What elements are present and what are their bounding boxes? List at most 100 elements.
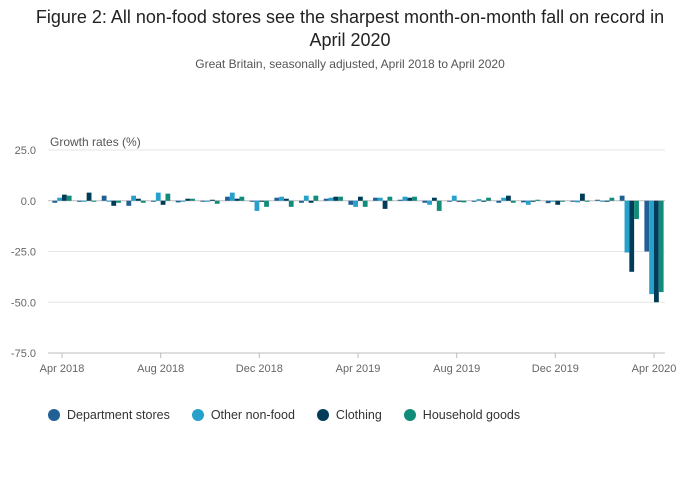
bar — [284, 198, 289, 201]
x-tick-label: Apr 2020 — [632, 363, 677, 375]
x-tick-label: Apr 2018 — [40, 363, 85, 375]
bar — [432, 197, 437, 201]
legend-label: Other non-food — [210, 408, 295, 422]
bar — [624, 200, 630, 253]
bar — [155, 192, 161, 201]
y-tick-label: -25.0 — [11, 247, 36, 259]
legend: Department stores Other non-food Clothing H… — [48, 408, 542, 422]
bar — [570, 200, 576, 202]
bar — [422, 200, 428, 203]
bar — [358, 196, 363, 201]
bar — [550, 200, 556, 202]
bar — [506, 195, 511, 201]
bar — [609, 197, 615, 201]
bar — [521, 200, 526, 203]
gridlines — [48, 149, 665, 354]
x-tick-label: Dec 2019 — [532, 363, 579, 375]
legend-label: Department stores — [67, 408, 170, 422]
axes: 25.0 0.0 -25.0 -50.0 -75.0 Apr 2018 Aug 2018 De… — [11, 145, 676, 375]
bar — [299, 200, 304, 203]
bar — [249, 200, 255, 202]
bar — [136, 198, 141, 201]
bar — [131, 195, 136, 201]
bar — [205, 200, 210, 202]
bar — [599, 200, 605, 202]
bar — [225, 196, 230, 201]
legend-swatch — [191, 409, 204, 421]
bar — [151, 200, 156, 202]
legend-item[interactable]: Other non-food — [191, 408, 295, 422]
y-tick-label: -50.0 — [11, 297, 36, 309]
bar — [200, 200, 206, 202]
bar — [86, 192, 92, 201]
bar — [229, 192, 235, 201]
bar — [427, 200, 432, 205]
bar — [180, 200, 186, 202]
x-tick-label: Aug 2018 — [137, 363, 184, 375]
bar — [140, 200, 146, 203]
bar — [560, 200, 565, 202]
bar — [111, 200, 117, 206]
bar — [165, 193, 171, 201]
bar — [451, 195, 457, 201]
bar — [348, 200, 354, 205]
legend-label: Clothing — [335, 408, 382, 422]
bar — [447, 200, 452, 202]
bar — [77, 200, 82, 202]
bar — [62, 194, 67, 201]
bar — [101, 195, 107, 201]
bar — [214, 200, 220, 204]
legend-item[interactable]: Department stores — [48, 408, 170, 422]
bar — [377, 197, 383, 201]
bar — [535, 199, 541, 201]
bar — [407, 197, 413, 201]
bar — [584, 200, 590, 202]
bar — [402, 196, 408, 201]
legend-item[interactable]: Household goods — [403, 408, 520, 422]
bar — [362, 200, 368, 207]
x-tick-label: Aug 2019 — [433, 363, 480, 375]
y-tick-label: 25.0 — [15, 145, 36, 157]
y-tick-label: -75.0 — [11, 348, 36, 360]
bar — [254, 200, 260, 211]
legend-item[interactable]: Clothing — [316, 408, 382, 422]
bar — [303, 195, 309, 201]
bar — [175, 200, 181, 203]
bar — [555, 200, 561, 205]
bars — [52, 192, 664, 303]
bar — [382, 200, 388, 209]
bar — [210, 199, 215, 201]
bar — [274, 197, 280, 201]
bar — [116, 200, 121, 203]
bar — [412, 196, 417, 201]
bar — [234, 198, 240, 201]
bar — [634, 200, 639, 220]
bar — [279, 196, 284, 201]
legend-swatch — [316, 409, 329, 421]
bar — [476, 199, 482, 201]
bar — [545, 200, 551, 204]
bar — [471, 200, 477, 202]
bar — [525, 200, 531, 205]
bar — [481, 200, 487, 202]
bar — [654, 200, 659, 303]
bar — [580, 193, 585, 201]
bar — [575, 200, 580, 203]
bar — [66, 195, 72, 201]
x-tick-label: Apr 2019 — [336, 363, 381, 375]
bar — [530, 200, 536, 202]
bar — [126, 200, 132, 206]
chart-subtitle: Great Britain, seasonally adjusted, Apri… — [195, 57, 505, 71]
bar — [501, 197, 506, 201]
bar — [264, 200, 269, 207]
bar — [190, 198, 195, 201]
bar — [619, 195, 625, 201]
bar — [338, 196, 343, 201]
bar — [373, 197, 378, 201]
bar — [57, 197, 62, 201]
bar — [323, 198, 329, 201]
bar — [461, 200, 467, 203]
bar — [288, 200, 294, 207]
